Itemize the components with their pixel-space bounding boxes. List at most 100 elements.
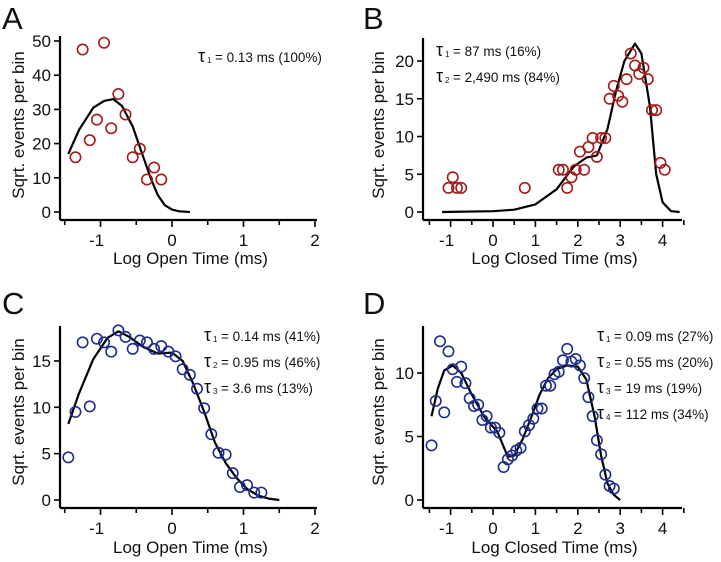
x-tick-label: 4 bbox=[658, 231, 667, 250]
x-axis-label: Log Closed Time (ms) bbox=[471, 538, 637, 557]
tau-value: = 2,490 ms (84%) bbox=[453, 70, 560, 85]
data-point bbox=[599, 468, 612, 481]
y-tick-label: 5 bbox=[405, 428, 414, 447]
tau-annotation: τ 1 = 0.13 ms (100%) bbox=[198, 46, 322, 66]
tau-subscript: 2 bbox=[606, 361, 611, 370]
data-point bbox=[76, 43, 89, 56]
data-point bbox=[429, 394, 442, 407]
data-point bbox=[105, 345, 118, 358]
data-point bbox=[616, 95, 629, 108]
x-tick-label: -1 bbox=[439, 231, 454, 250]
data-point bbox=[226, 467, 239, 480]
data-point bbox=[105, 122, 118, 135]
tau-symbol: τ bbox=[436, 40, 443, 60]
tau-symbol: τ bbox=[198, 46, 205, 66]
data-point bbox=[450, 375, 463, 388]
x-tick-label: 0 bbox=[488, 231, 497, 250]
data-point bbox=[425, 439, 438, 452]
data-point bbox=[119, 330, 132, 343]
data-point bbox=[205, 428, 218, 441]
tau-symbol: τ bbox=[597, 403, 604, 423]
data-point bbox=[98, 336, 111, 349]
tau-symbol: τ bbox=[597, 325, 604, 345]
data-point bbox=[590, 150, 603, 163]
data-point bbox=[578, 372, 591, 385]
x-tick-label: -1 bbox=[89, 231, 104, 250]
data-point bbox=[552, 163, 565, 176]
data-point bbox=[620, 73, 633, 86]
tau-symbol: τ bbox=[204, 325, 211, 345]
data-point bbox=[582, 391, 595, 404]
data-point bbox=[438, 406, 451, 419]
tau-value: = 0.55 ms (20%) bbox=[614, 355, 713, 370]
data-point bbox=[590, 434, 603, 447]
tau-value: = 0.09 ms (27%) bbox=[614, 329, 713, 344]
data-point bbox=[119, 108, 132, 121]
data-point bbox=[155, 173, 168, 186]
data-point bbox=[148, 161, 161, 174]
data-point bbox=[556, 163, 569, 176]
data-point bbox=[455, 360, 468, 373]
data-point bbox=[450, 181, 463, 194]
tau-symbol: τ bbox=[597, 377, 604, 397]
data-point bbox=[523, 419, 536, 432]
data-point bbox=[459, 377, 472, 390]
fit-curve bbox=[67, 98, 190, 214]
data-point bbox=[140, 173, 153, 186]
data-point bbox=[198, 402, 211, 415]
data-point bbox=[83, 400, 96, 413]
y-tick-label: 10 bbox=[32, 398, 51, 417]
tau-subscript: 1 bbox=[445, 50, 450, 59]
tau-subscript: 2 bbox=[213, 361, 218, 370]
tau-subscript: 1 bbox=[213, 335, 218, 344]
data-point bbox=[241, 479, 254, 492]
data-point bbox=[535, 402, 548, 415]
fit-curve bbox=[442, 42, 680, 214]
panel-c: C -1 0 1 2 0 5 10 15 Log Open Time (ms) Sqrt. even… bbox=[2, 286, 320, 557]
data-point bbox=[484, 421, 497, 434]
data-point bbox=[607, 79, 620, 92]
data-point bbox=[112, 324, 125, 337]
data-point bbox=[69, 151, 82, 164]
data-point bbox=[539, 379, 552, 392]
y-tick-label: 0 bbox=[405, 203, 414, 222]
data-point bbox=[493, 426, 506, 439]
data-point bbox=[133, 142, 146, 155]
tau-symbol: τ bbox=[436, 66, 443, 86]
y-tick-label: 5 bbox=[42, 445, 51, 464]
data-point bbox=[514, 441, 527, 454]
x-tick-label: -1 bbox=[89, 519, 104, 538]
data-point bbox=[112, 88, 125, 101]
data-point bbox=[624, 47, 637, 60]
tau-subscript: 1 bbox=[606, 335, 611, 344]
y-axis-label: Sqrt. events per bin bbox=[9, 51, 28, 198]
data-point bbox=[148, 342, 161, 355]
y-axis-label: Sqrt. events per bin bbox=[369, 338, 388, 485]
y-tick-label: 0 bbox=[42, 203, 51, 222]
data-point bbox=[552, 365, 565, 378]
tau-annotation: τ 2 = 2,490 ms (84%) bbox=[436, 66, 560, 86]
tau-value: = 0.14 ms (41%) bbox=[221, 329, 320, 344]
x-tick-label: 2 bbox=[573, 231, 582, 250]
data-point bbox=[169, 350, 182, 363]
data-point bbox=[442, 181, 455, 194]
tau-annotation: τ 4 = 112 ms (34%) bbox=[597, 403, 709, 423]
tau-symbol: τ bbox=[204, 351, 211, 371]
data-point bbox=[140, 336, 153, 349]
x-tick-label: 2 bbox=[310, 519, 319, 538]
data-point bbox=[658, 163, 671, 176]
data-point bbox=[612, 89, 625, 102]
y-tick-label: 10 bbox=[395, 364, 414, 383]
x-tick-label: 2 bbox=[310, 231, 319, 250]
data-point bbox=[126, 342, 139, 355]
tau-annotation: τ 3 = 19 ms (19%) bbox=[597, 377, 702, 397]
data-point bbox=[544, 379, 557, 392]
data-point bbox=[446, 171, 459, 184]
data-point bbox=[586, 410, 599, 423]
tau-value: = 3.6 ms (13%) bbox=[221, 381, 313, 396]
panel-letter: A bbox=[2, 1, 23, 36]
data-point bbox=[599, 132, 612, 145]
data-point bbox=[561, 181, 574, 194]
